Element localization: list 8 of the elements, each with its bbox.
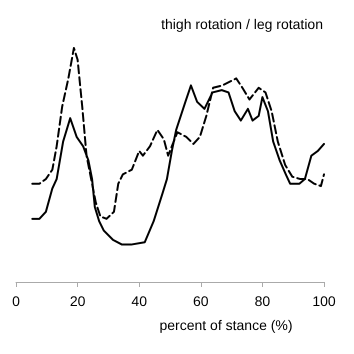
x-tick-label: 100 (312, 293, 336, 309)
x-tick-label: 60 (193, 293, 209, 309)
x-tick-label: 80 (254, 293, 270, 309)
x-tick-label: 40 (131, 293, 148, 309)
x-tick-label: 20 (70, 293, 86, 309)
x-axis-title: percent of stance (%) (159, 317, 293, 333)
x-tick-label: 0 (12, 293, 20, 309)
chart-title: thigh rotation / leg rotation (161, 16, 324, 32)
